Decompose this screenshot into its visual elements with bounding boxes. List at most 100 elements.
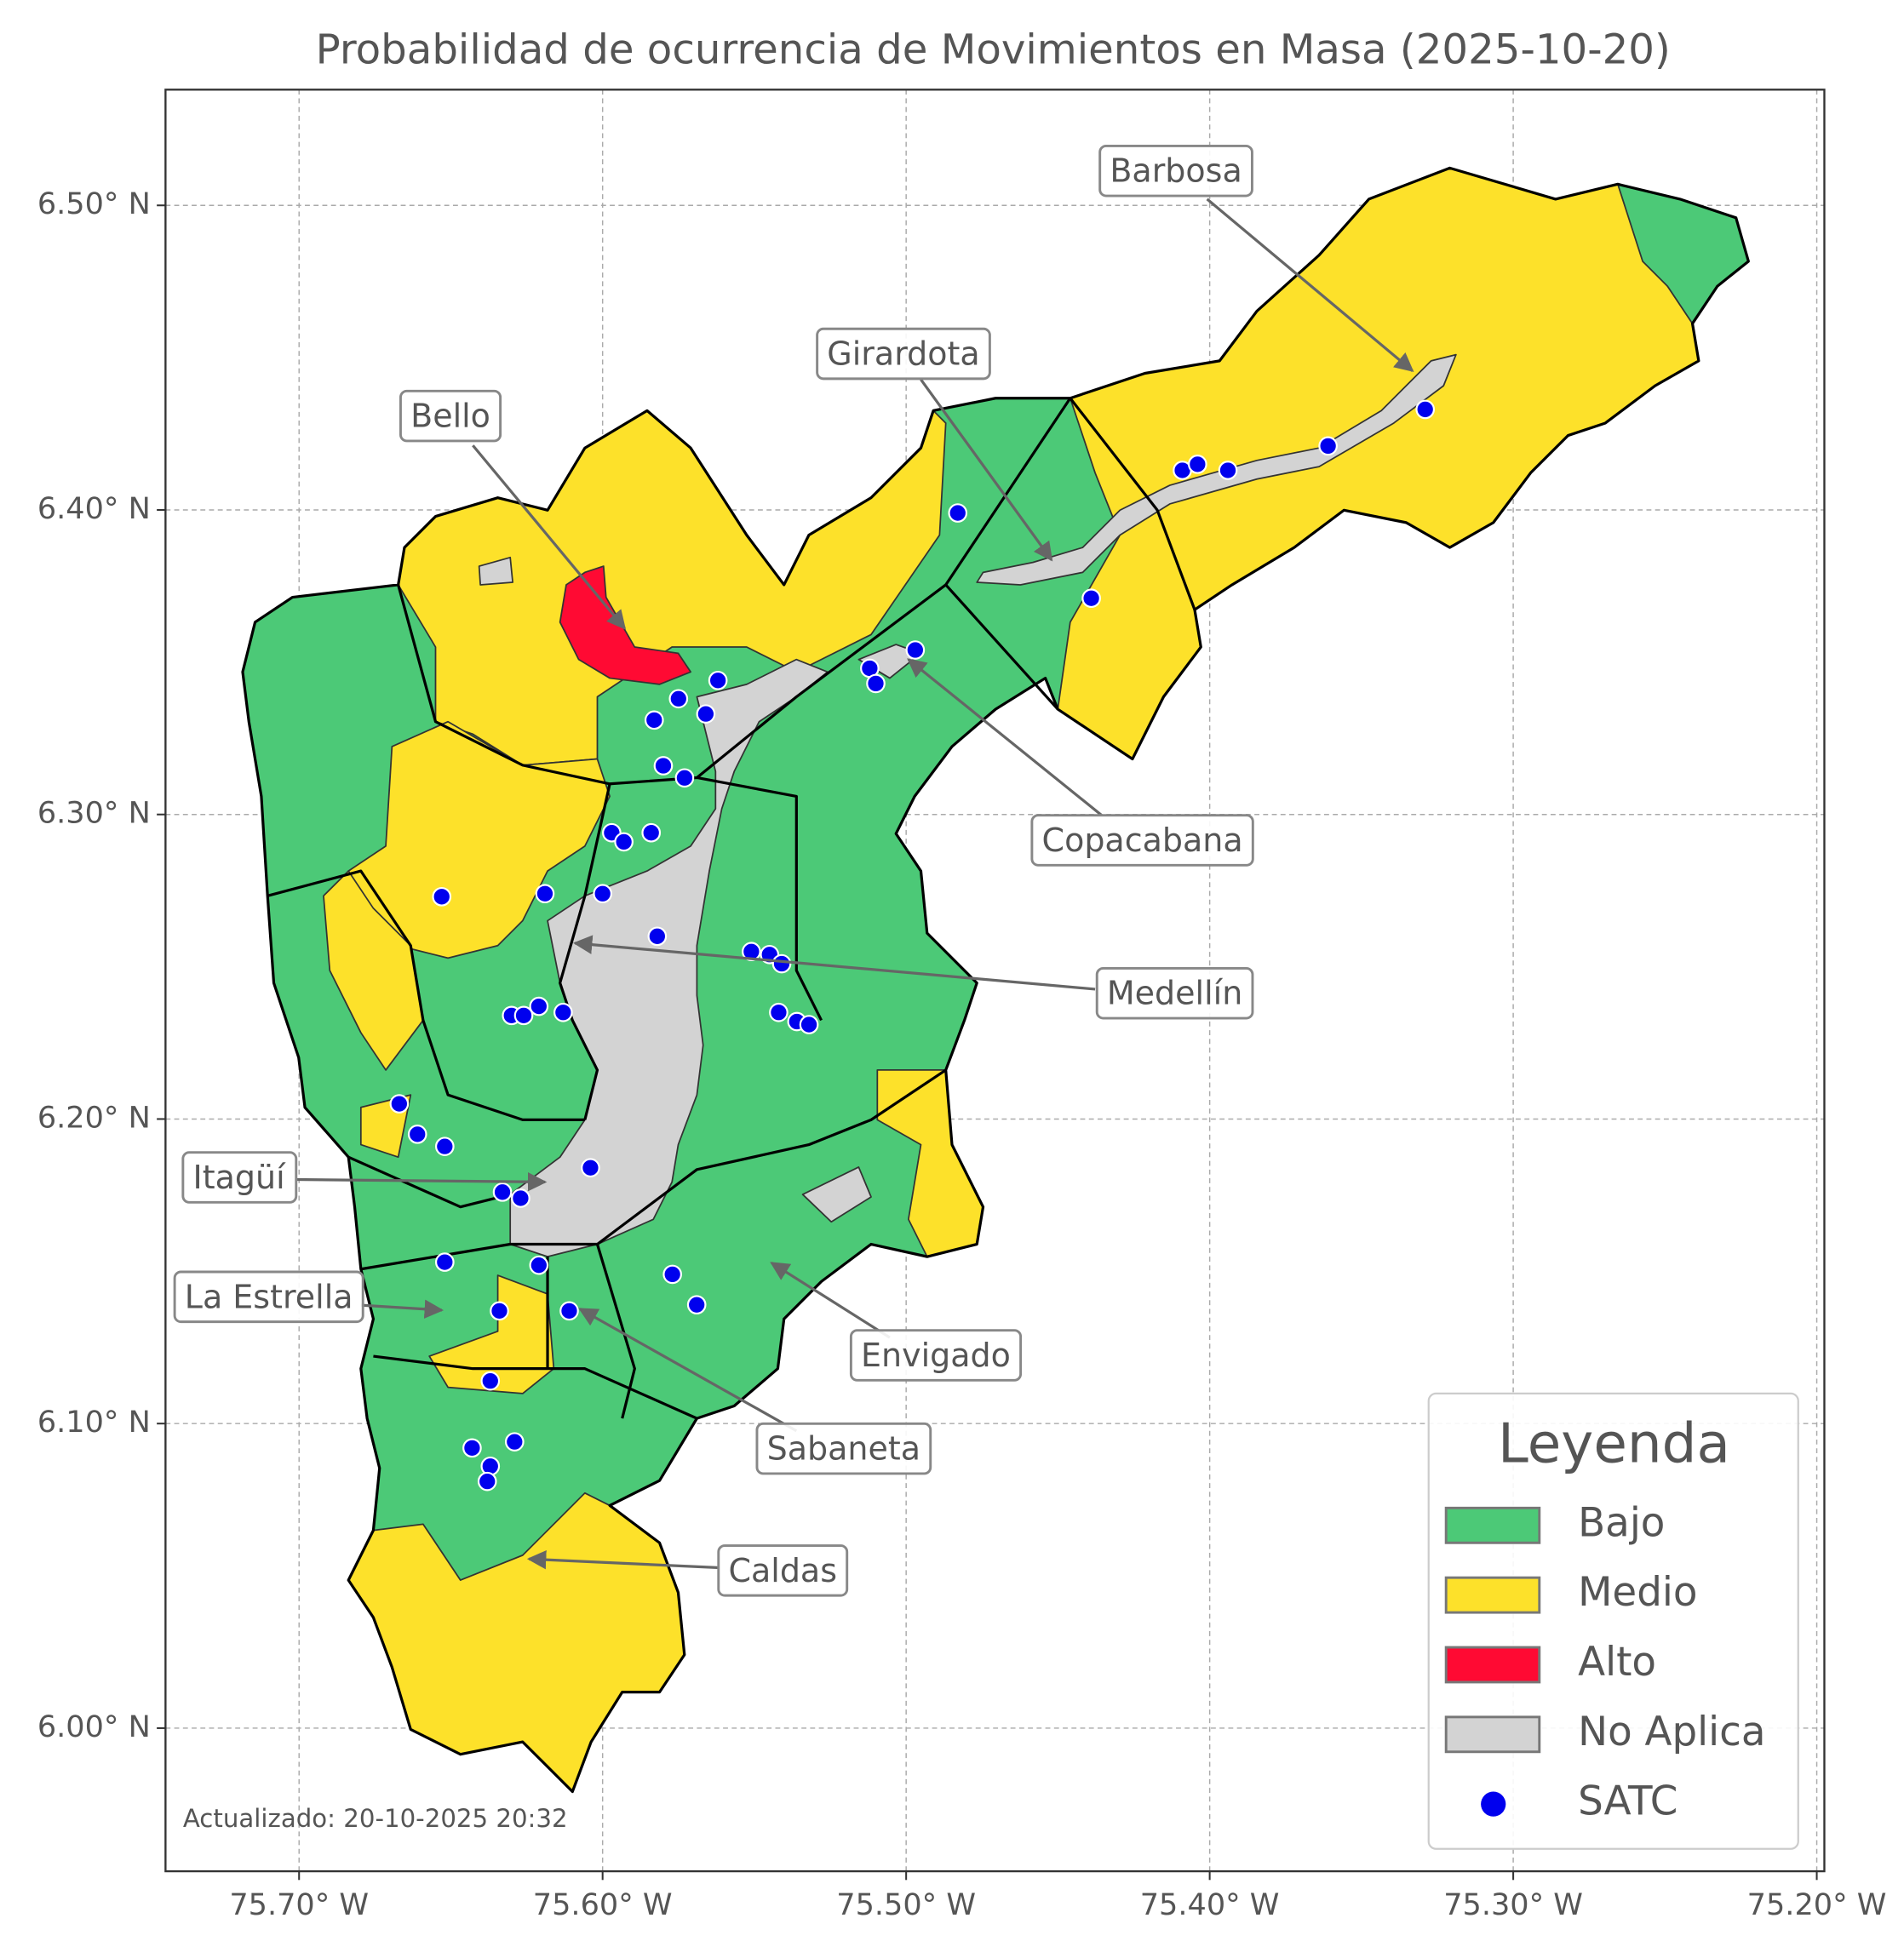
satc-station (593, 884, 613, 904)
x-tick-label: 75.40° W (1140, 1887, 1280, 1922)
satc-station (1318, 436, 1338, 456)
satc-station (492, 1182, 513, 1202)
annotation-box (1030, 814, 1254, 867)
satc-station (769, 1002, 789, 1022)
annotation-box (1095, 966, 1254, 1020)
satc-station (529, 1255, 549, 1275)
legend: Leyenda Bajo Medio Alto No Aplica SATC (1427, 1392, 1799, 1850)
annotation-label: Girardota (827, 335, 979, 373)
legend-label: No Aplica (1578, 1709, 1765, 1755)
satc-station (1188, 454, 1207, 474)
annotation-arrow (526, 1549, 720, 1570)
satc-station (799, 1015, 819, 1034)
satc-station (434, 1252, 455, 1272)
border (267, 869, 585, 1121)
legend-label: Medio (1578, 1570, 1697, 1616)
satc-station (1218, 461, 1238, 480)
satc-station (674, 768, 695, 788)
satc-station (462, 1438, 482, 1458)
annotation-label: Caldas (728, 1552, 837, 1589)
annotation-label: Envigado (861, 1337, 1011, 1374)
y-tick-label: 6.40° N (37, 491, 151, 526)
map-title: Probabilidad de ocurrencia de Movimiento… (316, 26, 1671, 73)
satc-station (559, 1301, 579, 1321)
satc-station (504, 1432, 525, 1451)
annotation-box (755, 1422, 932, 1475)
y-tick-label: 6.50° N (37, 186, 151, 221)
border (559, 783, 611, 1120)
y-tick-label: 6.00° N (37, 1709, 151, 1744)
legend-marker (1481, 1791, 1506, 1817)
annotation-box (1098, 144, 1253, 198)
satc-station (553, 1002, 573, 1022)
annotation-label: Medellín (1107, 975, 1242, 1012)
legend-label: SATC (1578, 1779, 1677, 1825)
y-tick-label: 6.30° N (37, 796, 151, 831)
annotation-arrow (1206, 198, 1414, 373)
satc-station (480, 1371, 501, 1391)
zone-no-aplica (801, 1166, 872, 1223)
legend-label: Bajo (1578, 1500, 1665, 1546)
y-tick-label: 6.10° N (37, 1405, 151, 1440)
satc-station (662, 1264, 682, 1285)
satc-station (1415, 399, 1436, 420)
satc-station (535, 884, 555, 904)
satc-station (407, 1125, 427, 1144)
satc-station (641, 822, 662, 843)
legend-label: Alto (1578, 1640, 1656, 1686)
x-tick-label: 75.20° W (1747, 1887, 1887, 1922)
annotation-box (399, 389, 502, 443)
satc-station (653, 756, 674, 776)
satc-station (1081, 588, 1101, 609)
satc-station (708, 670, 728, 690)
annotation-arrow (920, 378, 1053, 562)
y-tick-label: 6.20° N (37, 1100, 151, 1135)
annotation-box (816, 327, 991, 381)
annotation-arrow (572, 935, 1096, 991)
legend-title: Leyenda (1498, 1411, 1730, 1475)
legend-swatch (1444, 1506, 1541, 1544)
boundary (241, 166, 1750, 1794)
satc-station (905, 640, 926, 660)
annotation-label: La Estrella (185, 1278, 353, 1315)
annotation-label: Sabaneta (767, 1430, 920, 1468)
annotation-arrow (360, 1299, 444, 1319)
x-tick-label: 75.30° W (1443, 1887, 1583, 1922)
x-tick-label: 75.50° W (836, 1887, 976, 1922)
satc-station (513, 1005, 534, 1026)
border (1069, 397, 1196, 610)
plot-frame (164, 89, 1826, 1873)
satc-station (696, 704, 716, 724)
x-tick-label: 75.60° W (533, 1887, 673, 1922)
satc-station (644, 710, 664, 730)
zone-alto (559, 565, 691, 685)
satc-station (432, 886, 452, 907)
border (595, 1244, 636, 1419)
satc-station (511, 1188, 530, 1208)
border (347, 1155, 511, 1209)
municipal-borders (241, 166, 1750, 1794)
legend-swatch (1444, 1715, 1541, 1754)
border (697, 776, 823, 1022)
zone-no-aplica (509, 658, 829, 1258)
satc-station (434, 1137, 455, 1156)
zone-no-aplica (478, 556, 513, 586)
annotation-arrow (578, 1308, 798, 1433)
annotation-arrow (472, 444, 627, 630)
satc-station (668, 689, 689, 709)
satc-station (948, 503, 968, 523)
legend-swatch (1444, 1576, 1541, 1614)
satc-station (866, 673, 886, 694)
annotation-label: Barbosa (1110, 152, 1242, 190)
zone-medio (428, 1274, 555, 1394)
x-tick-label: 75.70° W (229, 1887, 369, 1922)
satc-station (529, 996, 549, 1016)
legend-swatch (1444, 1646, 1541, 1684)
annotation-label: Itagüí (193, 1159, 287, 1196)
annotation-box (173, 1270, 364, 1324)
satc-station (742, 942, 761, 962)
satc-station (490, 1301, 509, 1321)
annotation-box (717, 1544, 849, 1597)
update-note: Actualizado: 20-10-2025 20:32 (183, 1804, 568, 1833)
border (397, 583, 1059, 786)
